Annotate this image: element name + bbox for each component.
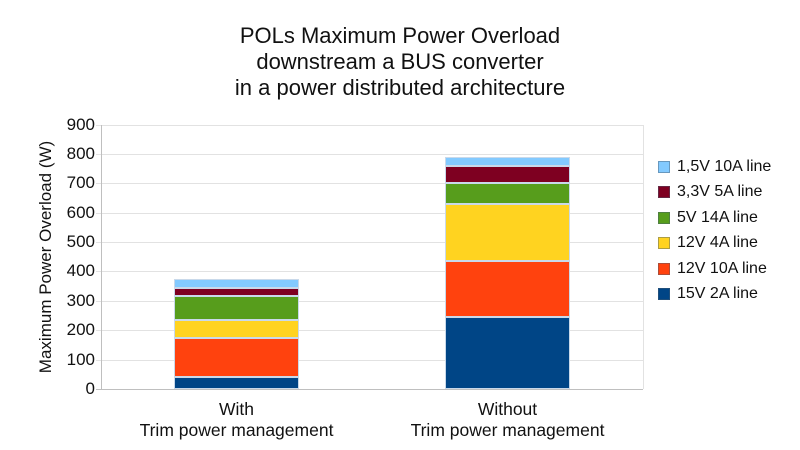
legend-swatch-icon [658,186,670,199]
legend-label: 15V 2A line [677,285,758,303]
y-tick-label-600: 600 [66,202,95,222]
gridline-200 [96,330,643,332]
gridline-300 [96,300,643,302]
chart-title-line-2: downstream a BUS converter [256,49,544,74]
bar-segment-12v-4a-line [445,203,570,262]
y-tick-label-400: 400 [66,261,95,281]
legend-item: 5V 14A line [658,205,771,231]
chart-title: POLs Maximum Power Overload downstream a… [0,23,800,101]
gridline-100 [96,359,643,361]
y-tick-label-900: 900 [66,114,95,134]
y-tick-label-200: 200 [66,320,95,340]
legend-swatch-icon [658,262,670,275]
category-label-with: With Trim power management [101,399,372,441]
bar-segment-15v-2a-line [445,317,570,389]
legend-item: 12V 4A line [658,231,771,257]
category-label-line: Trim power management [410,420,605,440]
legend-item: 15V 2A line [658,282,771,308]
legend-item: 1,5V 10A line [658,154,771,180]
y-tick-label-300: 300 [66,290,95,310]
chart-title-line-3: in a power distributed architecture [234,75,566,100]
bar-segment-12v-4a-line [174,319,299,338]
bar-segment-3-3v-5a-line [174,287,299,297]
legend-label: 1,5V 10A line [677,157,772,175]
legend: 1,5V 10A line 3,3V 5A line 5V 14A line 12V … [658,154,771,307]
y-tick-label-700: 700 [66,173,95,193]
plot-right-border [643,124,644,389]
bar-segment-1-5v-10a-line [445,156,570,166]
legend-swatch-icon [658,160,670,173]
y-tick-label-0: 0 [85,379,95,398]
gridline-800 [96,153,643,155]
x-axis-line [96,389,643,390]
bar-segment-15v-2a-line [174,377,299,389]
y-tick-label-800: 800 [66,143,95,163]
stacked-bar-with [174,278,299,389]
legend-label: 12V 10A line [677,259,767,277]
legend-label: 3,3V 5A line [677,183,763,201]
y-axis-line [101,124,102,389]
y-tick-label-100: 100 [66,349,95,369]
gridline-700 [96,183,643,185]
gridline-400 [96,271,643,273]
stacked-bar-without [445,156,570,389]
bar-segment-3-3v-5a-line [445,165,570,184]
chart-title-line-1: POLs Maximum Power Overload [239,23,561,48]
gridline-600 [96,212,643,214]
legend-swatch-icon [658,237,670,250]
bar-segment-12v-10a-line [174,337,299,378]
gridline-900 [96,124,643,126]
legend-item: 3,3V 5A line [658,180,771,206]
bar-segment-5v-14a-line [174,296,299,320]
category-label-line: Without [477,399,538,419]
y-tick-label-500: 500 [66,232,95,252]
gridline-500 [96,242,643,244]
legend-swatch-icon [658,288,670,301]
category-label-line: With [219,399,254,419]
bar-segment-12v-10a-line [445,261,570,317]
bar-segment-1-5v-10a-line [174,278,299,288]
legend-swatch-icon [658,211,670,224]
legend-label: 5V 14A line [677,208,758,226]
category-label-without: Without Trim power management [372,399,643,441]
legend-label: 12V 4A line [677,234,758,252]
bar-segment-5v-14a-line [445,183,570,204]
legend-item: 12V 10A line [658,256,771,282]
category-label-line: Trim power management [139,420,334,440]
